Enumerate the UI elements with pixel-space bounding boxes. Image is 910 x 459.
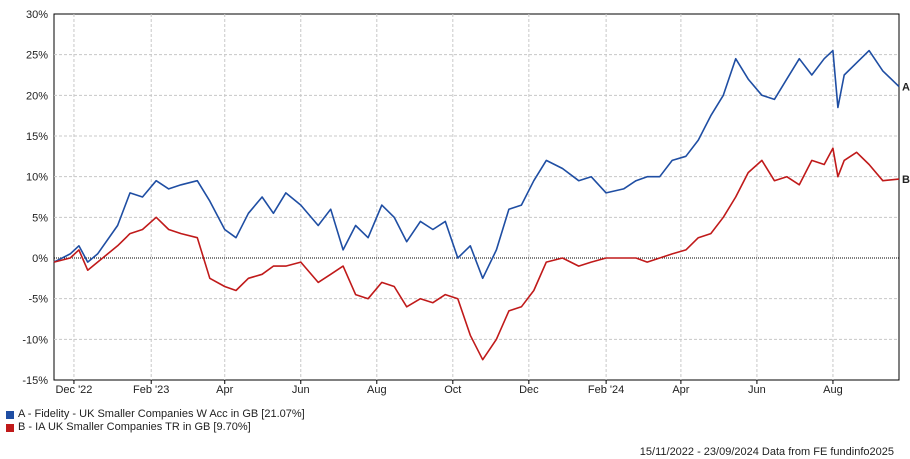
- y-tick-label: 5%: [32, 212, 48, 224]
- y-tick-label: -10%: [22, 334, 48, 346]
- grid-lines: [54, 14, 899, 380]
- series-end-label-b: B: [902, 174, 910, 186]
- x-tick-label: Feb '24: [588, 384, 624, 396]
- legend-label-b: B - IA UK Smaller Companies TR in GB [9.…: [18, 421, 251, 433]
- end-labels: AB: [902, 82, 910, 186]
- series-line-b: [53, 147, 900, 361]
- x-tick-label: Aug: [367, 384, 387, 396]
- series-group: [53, 49, 900, 361]
- y-tick-label: 30%: [26, 9, 48, 21]
- x-tick-label: Apr: [216, 384, 233, 396]
- legend-label-a: A - Fidelity - UK Smaller Companies W Ac…: [18, 408, 305, 420]
- series-end-label-a: A: [902, 82, 910, 94]
- plot-area: [53, 13, 900, 381]
- x-tick-label: Aug: [823, 384, 843, 396]
- line-chart: 30% 25% 20% 15% 10% 5% 0% -5% -10% -15% Dec '22 Fe…: [22, 9, 910, 396]
- x-tick-label: Dec '22: [55, 384, 92, 396]
- x-tick-label: Apr: [672, 384, 689, 396]
- y-tick-label: 25%: [26, 50, 48, 62]
- y-tick-label: 0%: [32, 253, 48, 265]
- legend-item-a: A - Fidelity - UK Smaller Companies W Ac…: [6, 408, 305, 421]
- footer-source: 15/11/2022 - 23/09/2024 Data from FE fun…: [639, 446, 894, 458]
- legend-swatch-a: [6, 410, 14, 419]
- y-tick-label: 10%: [26, 172, 48, 184]
- x-tick-label: Feb '23: [133, 384, 169, 396]
- x-tick-label: Jun: [292, 384, 310, 396]
- y-tick-label: 15%: [26, 131, 48, 143]
- x-tick-label: Oct: [444, 384, 461, 396]
- y-axis: 30% 25% 20% 15% 10% 5% 0% -5% -10% -15%: [22, 9, 48, 387]
- x-tick-label: Dec: [519, 384, 539, 396]
- legend: A - Fidelity - UK Smaller Companies W Ac…: [6, 408, 305, 434]
- y-tick-label: -5%: [28, 294, 48, 306]
- legend-swatch-b: [6, 423, 14, 432]
- x-axis: Dec '22 Feb '23 Apr Jun Aug Oct Dec Feb '24 Apr J…: [55, 380, 843, 396]
- x-tick-label: Jun: [748, 384, 766, 396]
- series-line-a: [53, 49, 900, 280]
- y-tick-label: -15%: [22, 375, 48, 387]
- legend-item-b: B - IA UK Smaller Companies TR in GB [9.…: [6, 421, 305, 434]
- y-tick-label: 20%: [26, 90, 48, 102]
